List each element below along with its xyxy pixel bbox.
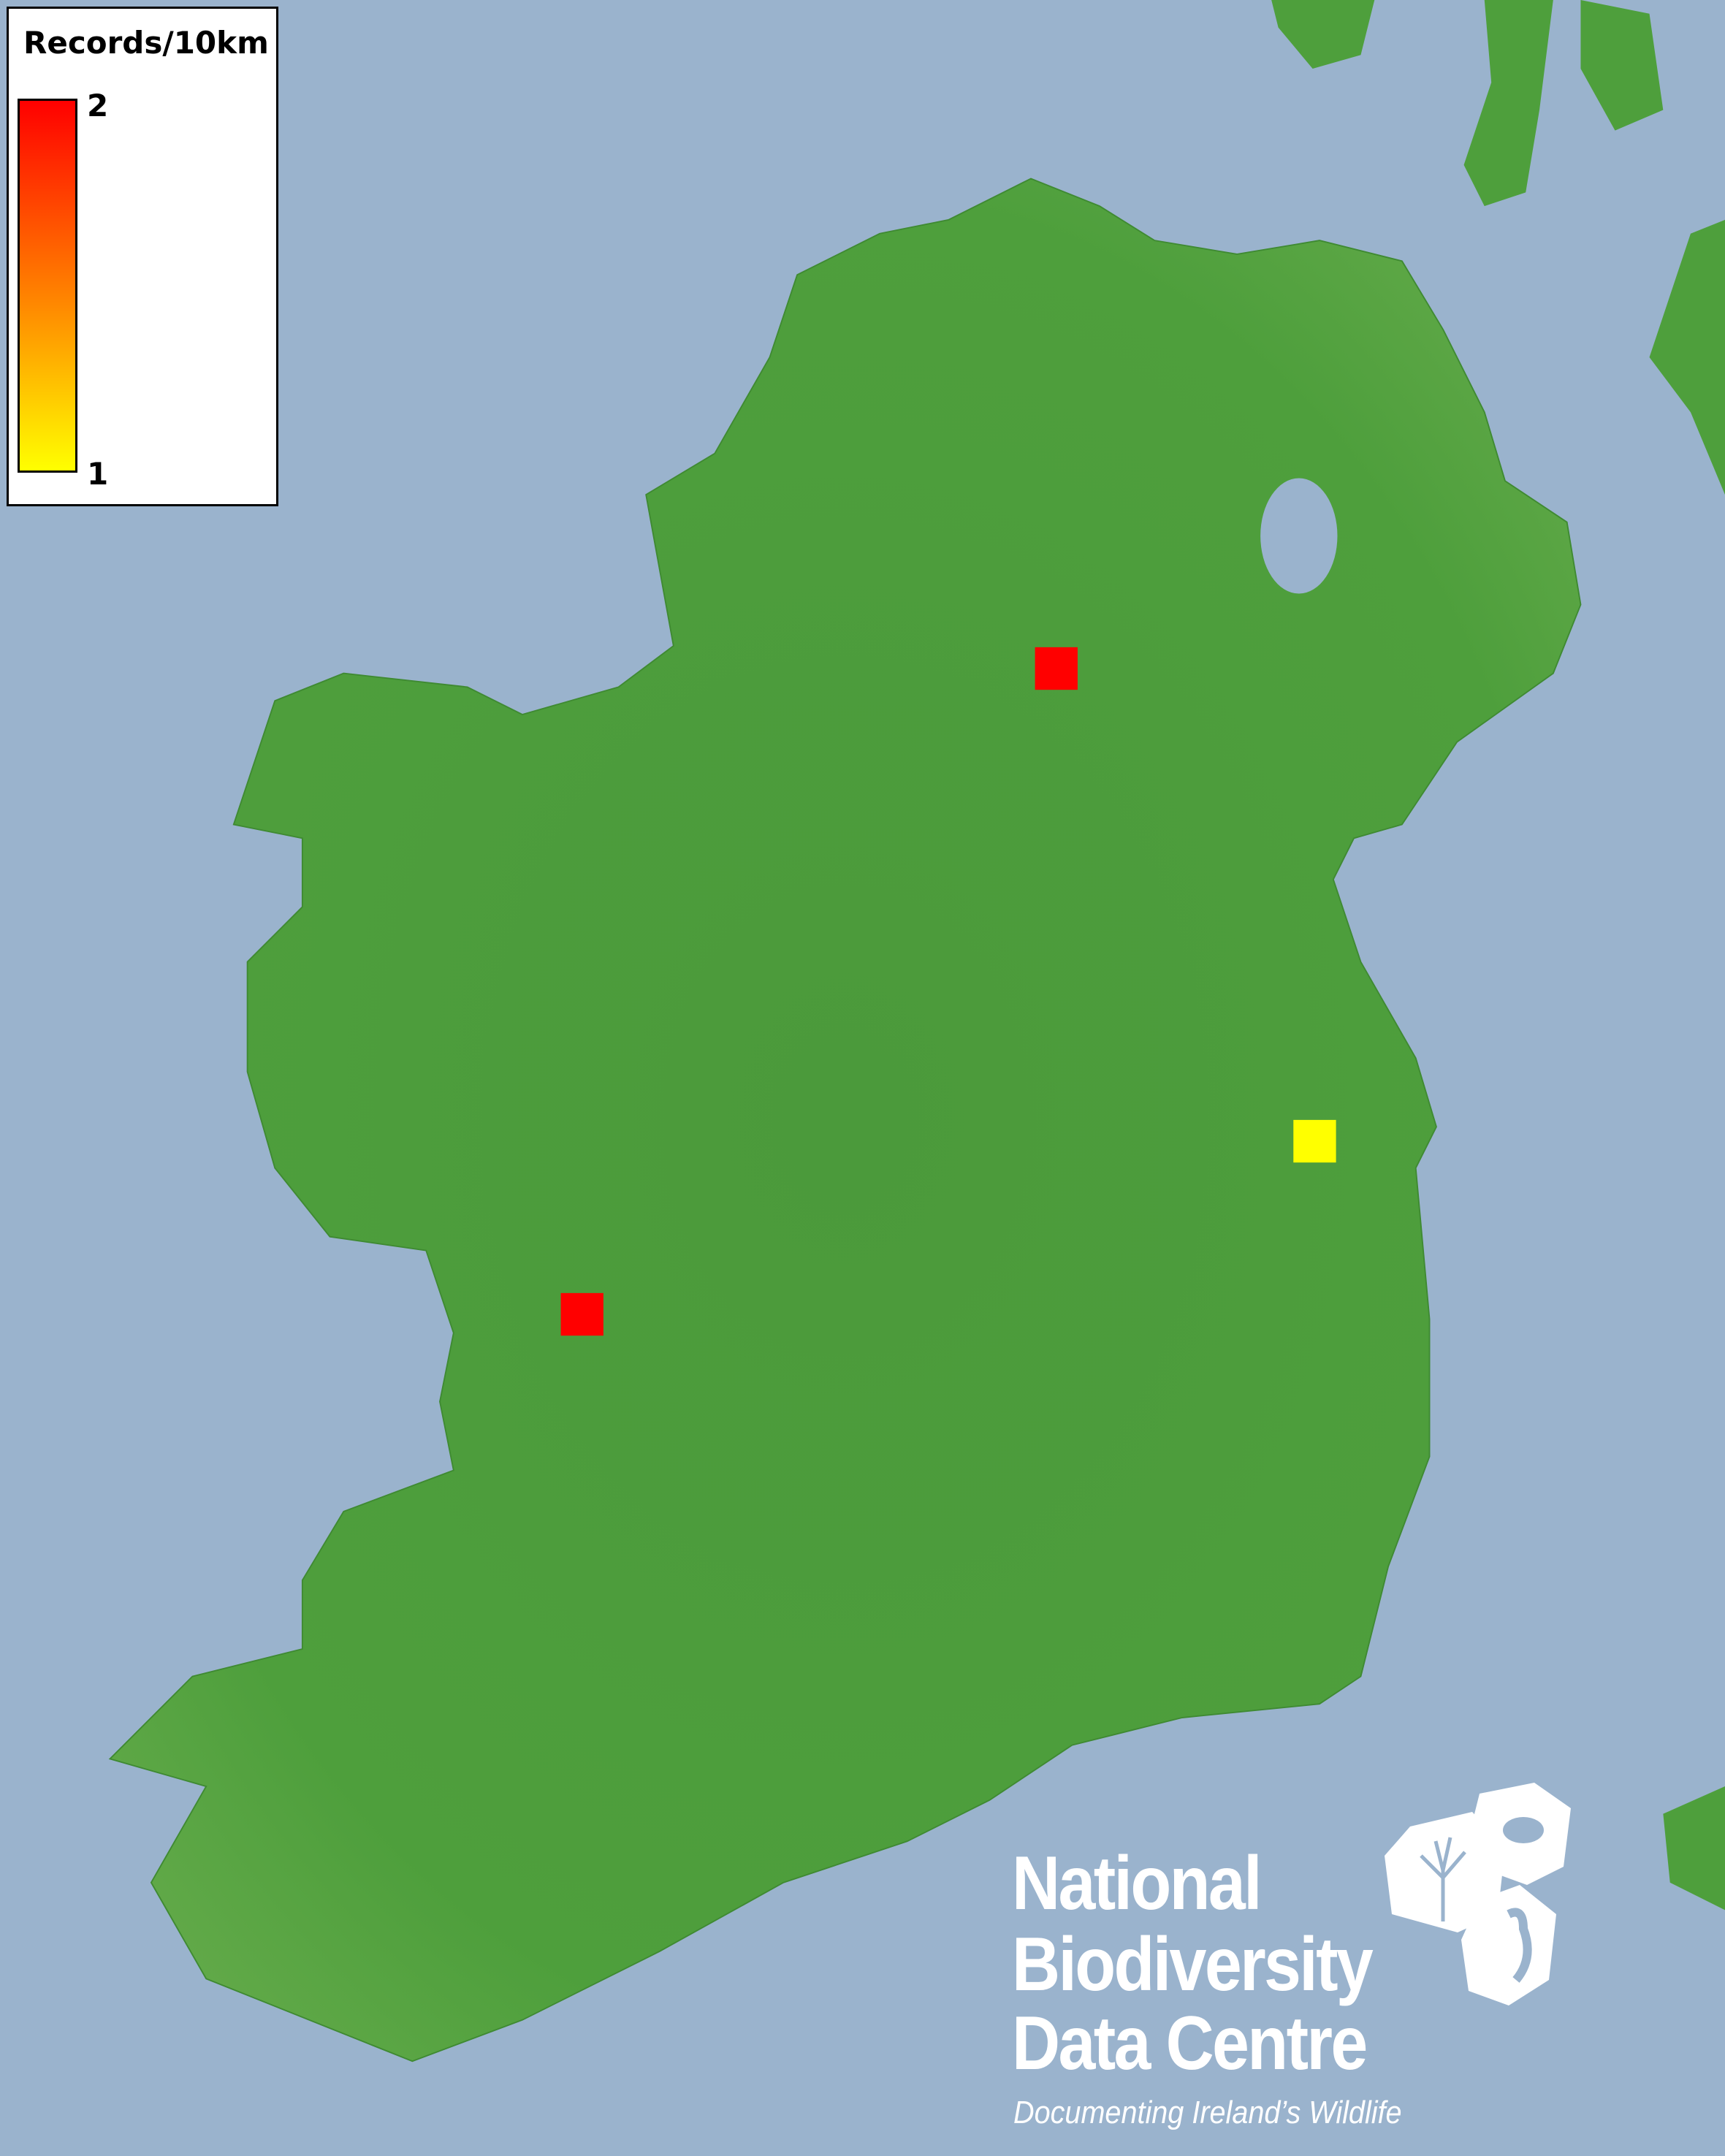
logo-tagline: Documenting Ireland’s Wildlife (1013, 2095, 1402, 2130)
record-square[interactable] (560, 1292, 603, 1336)
seahorse-hexagon-icon (1461, 1885, 1556, 2005)
logo-line-3: Data Centre (1012, 2001, 1368, 2086)
record-square[interactable] (1035, 647, 1078, 690)
record-square[interactable] (1293, 1119, 1336, 1163)
legend-max-label: 2 (87, 88, 109, 123)
lough-neagh (1260, 478, 1338, 594)
logo-line-2: Biodiversity (1012, 1922, 1374, 2007)
logo-line-1: National (1012, 1841, 1263, 1926)
hexagon-emblem-icon (1385, 1783, 1571, 2005)
legend: Records/10km 2 1 (7, 7, 278, 506)
ireland-landmass (108, 178, 1582, 2062)
legend-min-label: 1 (87, 456, 109, 492)
nbdc-logo: National Biodiversity Data Centre Docume… (1012, 1768, 1655, 2148)
legend-title: Records/10km (23, 25, 269, 61)
legend-colorbar (18, 99, 77, 473)
